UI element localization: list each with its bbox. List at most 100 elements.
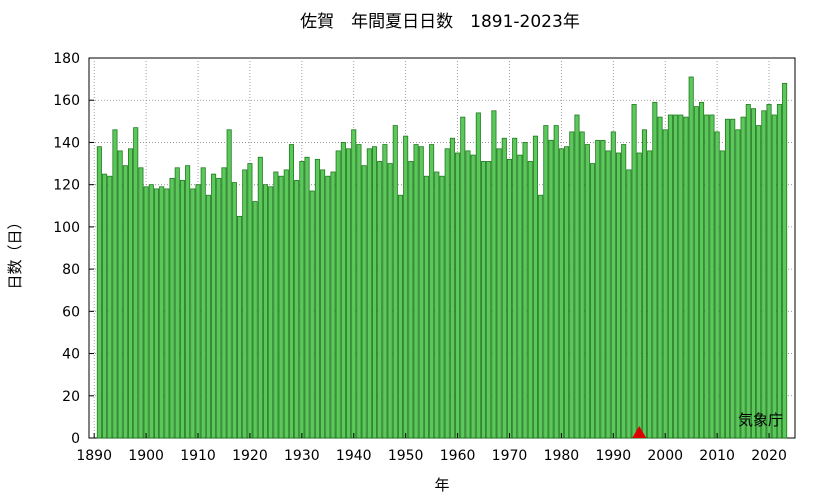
bar bbox=[413, 144, 419, 439]
y-tick-label: 20 bbox=[62, 389, 80, 405]
bar bbox=[138, 167, 144, 439]
bar bbox=[429, 144, 435, 439]
bar bbox=[724, 118, 731, 439]
bar bbox=[455, 152, 461, 439]
bar bbox=[325, 175, 331, 439]
bar bbox=[776, 104, 782, 439]
bar bbox=[621, 144, 627, 439]
bar bbox=[247, 163, 253, 439]
bar bbox=[683, 116, 689, 439]
bar bbox=[750, 108, 757, 439]
bar bbox=[569, 131, 575, 439]
x-tick-label: 1950 bbox=[388, 448, 424, 464]
bars bbox=[96, 76, 788, 439]
bar bbox=[231, 182, 237, 439]
bar bbox=[403, 135, 409, 439]
bar bbox=[538, 194, 544, 439]
bar bbox=[652, 101, 658, 439]
bar bbox=[148, 184, 154, 439]
y-axis-label: 日数（日） bbox=[6, 214, 24, 289]
bar bbox=[465, 150, 471, 439]
bar bbox=[408, 161, 414, 439]
bar bbox=[491, 110, 497, 439]
bar bbox=[122, 165, 128, 439]
bar bbox=[351, 129, 357, 439]
bar bbox=[756, 125, 762, 439]
bar bbox=[579, 131, 585, 439]
x-tick-label: 1980 bbox=[544, 448, 580, 464]
bar bbox=[512, 137, 518, 439]
bar bbox=[397, 194, 403, 439]
bar bbox=[667, 114, 673, 439]
y-tick-label: 80 bbox=[62, 262, 80, 278]
bar bbox=[366, 148, 372, 439]
bar bbox=[418, 146, 424, 439]
bar bbox=[647, 150, 653, 439]
bar bbox=[439, 175, 445, 439]
x-tick-label: 1960 bbox=[440, 448, 476, 464]
x-axis-ticks: 1890 1900 1910 1920 1930 1940 1950 1960 1970 1980… bbox=[76, 433, 787, 464]
bar bbox=[330, 171, 336, 439]
bar bbox=[730, 118, 736, 439]
bar bbox=[564, 146, 570, 439]
bar bbox=[340, 142, 346, 439]
bar bbox=[211, 173, 217, 439]
bar bbox=[226, 129, 232, 439]
x-tick-label: 2000 bbox=[647, 448, 683, 464]
bar bbox=[107, 175, 113, 439]
bar bbox=[699, 101, 705, 439]
bar bbox=[704, 114, 710, 439]
y-tick-label: 0 bbox=[71, 431, 80, 447]
bar bbox=[678, 114, 684, 439]
bar bbox=[590, 163, 596, 439]
bar bbox=[314, 158, 320, 439]
bar bbox=[480, 161, 487, 439]
bar bbox=[283, 169, 289, 439]
bar bbox=[190, 188, 196, 439]
bar bbox=[574, 114, 580, 439]
bar bbox=[693, 106, 699, 439]
bar bbox=[496, 148, 502, 439]
bar bbox=[688, 76, 694, 439]
bar bbox=[745, 104, 751, 439]
bar bbox=[636, 152, 642, 439]
bar bbox=[444, 148, 450, 439]
bar bbox=[117, 150, 123, 439]
bar bbox=[309, 190, 315, 439]
bar bbox=[522, 142, 528, 439]
bar bbox=[501, 137, 507, 439]
bar bbox=[294, 180, 300, 439]
bar bbox=[299, 161, 305, 439]
bar bbox=[740, 116, 746, 439]
bar bbox=[102, 173, 108, 439]
bar bbox=[164, 188, 170, 439]
bar bbox=[377, 161, 383, 439]
y-tick-label: 40 bbox=[62, 347, 80, 363]
bar bbox=[657, 116, 663, 439]
x-tick-label: 1970 bbox=[492, 448, 528, 464]
bar bbox=[532, 135, 538, 439]
bar bbox=[159, 186, 165, 439]
bar bbox=[735, 129, 741, 439]
bar bbox=[153, 188, 160, 439]
bar bbox=[221, 167, 227, 439]
bar bbox=[346, 148, 352, 439]
y-tick-label: 180 bbox=[53, 51, 80, 67]
bar bbox=[673, 114, 679, 439]
bar bbox=[257, 156, 263, 439]
bar bbox=[273, 171, 279, 439]
bar bbox=[112, 129, 118, 439]
bar bbox=[185, 165, 191, 439]
bar bbox=[761, 110, 767, 439]
bar bbox=[361, 165, 367, 439]
y-tick-label: 160 bbox=[53, 93, 80, 109]
y-tick-label: 100 bbox=[53, 220, 80, 236]
bar bbox=[626, 169, 632, 439]
bar bbox=[242, 169, 248, 439]
x-tick-label: 1900 bbox=[128, 448, 164, 464]
bar bbox=[543, 125, 549, 439]
bar bbox=[709, 114, 715, 439]
x-tick-label: 1920 bbox=[232, 448, 268, 464]
bar bbox=[262, 184, 269, 439]
